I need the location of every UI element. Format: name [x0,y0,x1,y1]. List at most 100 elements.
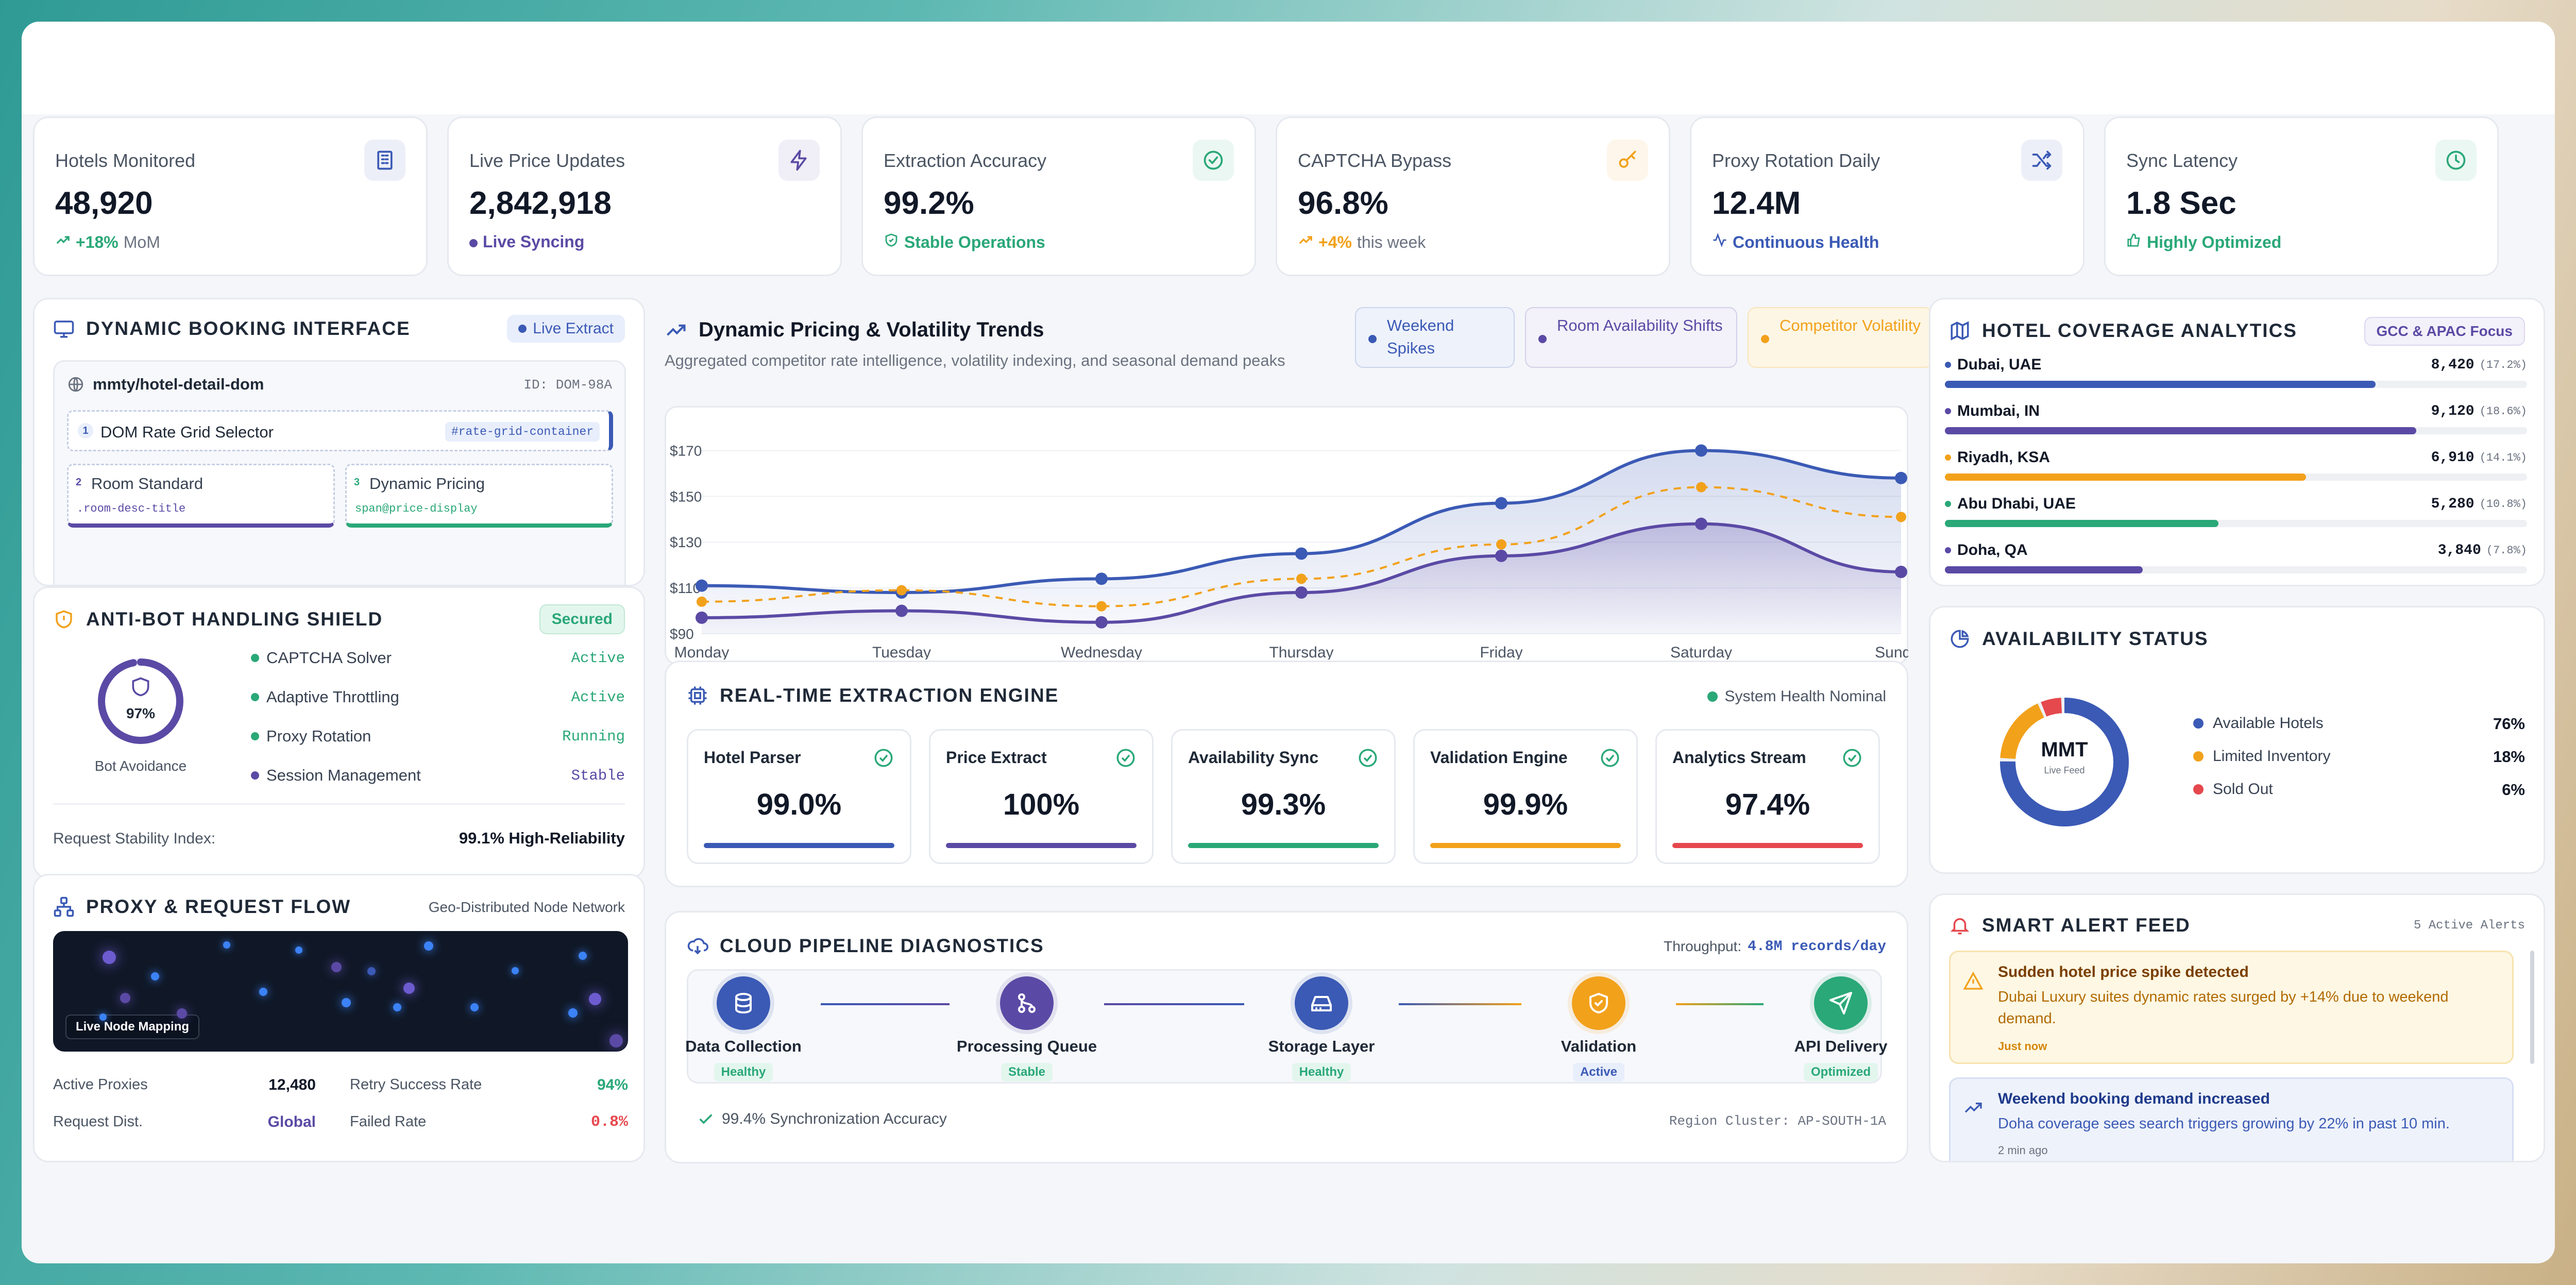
coverage-bar-fill [1945,474,2306,481]
pipeline-connector [1676,1003,1764,1005]
data-point[interactable] [1295,547,1308,560]
trending-up-icon [667,324,686,336]
data-point[interactable] [1095,616,1108,629]
pipeline-node[interactable]: Data Collection Healthy [666,976,821,1081]
data-point[interactable] [1895,566,1907,578]
trending-up-icon [55,232,71,252]
shield-item-status: Running [562,728,625,745]
node-map[interactable]: Live Node Mapping [53,931,628,1052]
data-point[interactable] [1496,539,1506,550]
room-standard-block[interactable]: 2 Room Standard .room-desc-title [67,464,335,528]
x-tick-label: Wednesday [1061,644,1142,660]
alert-body: Doha coverage sees search triggers growi… [1998,1115,2450,1132]
building-icon [364,140,405,181]
engine-tile-value: 99.0% [756,788,842,821]
data-point[interactable] [1895,471,1907,484]
availability-label: Limited Inventory [2213,748,2331,765]
check-circle-icon [1599,747,1621,769]
data-point[interactable] [696,579,708,592]
legend-item[interactable]: Room Availability Shifts [1525,307,1737,368]
coverage-row[interactable]: Mumbai, IN [1945,402,2040,420]
data-point[interactable] [896,585,907,596]
x-tick-label: Monday [674,644,730,660]
shield-icon [132,677,149,697]
pipeline-node[interactable]: Validation Active [1521,976,1676,1081]
engine-tile[interactable]: Hotel Parser 99.0% [687,729,911,864]
data-point[interactable] [1296,573,1307,584]
coverage-row[interactable]: Abu Dhabi, UAE [1945,495,2076,513]
city-count: 8,420 [2431,357,2475,373]
data-point[interactable] [1096,601,1107,612]
coverage-row[interactable]: Riyadh, KSA [1945,449,2050,466]
alert-item[interactable]: Weekend booking demand increased Doha co… [1949,1077,2514,1161]
data-point[interactable] [1695,444,1707,457]
coverage-row[interactable]: Dubai, UAE [1945,356,2041,374]
data-point[interactable] [1495,549,1507,562]
pipeline-node[interactable]: API Delivery Optimized [1764,976,1918,1081]
pipeline-node[interactable]: Processing Queue Stable [950,976,1104,1081]
shield-item-name: Proxy Rotation [266,727,371,745]
data-point[interactable] [697,596,707,607]
data-point[interactable] [895,604,908,617]
engine-tile[interactable]: Availability Sync 99.3% [1171,729,1396,864]
engine-tile[interactable]: Analytics Stream 97.4% [1655,729,1880,864]
live-dot-icon [469,232,478,251]
pipeline-connector [1104,1003,1244,1005]
coverage-row[interactable]: Doha, QA [1945,542,2028,559]
proxy-flow-card: PROXY & REQUEST FLOW Geo-Distributed Nod… [33,874,645,1162]
proxy-node [259,988,267,996]
y-tick-label: $90 [670,626,694,642]
booking-interface-card: DYNAMIC BOOKING INTERFACE Live Extract m… [33,298,645,586]
database-icon [717,976,770,1030]
check-circle-icon [1115,747,1137,769]
engine-tile-bar [704,843,894,848]
engine-tile-value: 100% [1003,788,1080,821]
dynamic-pricing-block[interactable]: 3 Dynamic Pricing span@price-display [345,464,613,528]
status-dot [251,693,259,701]
dom-rate-grid-selector[interactable]: 1 DOM Rate Grid Selector #rate-grid-cont… [67,410,613,451]
availability-donut [2000,698,2129,826]
alert-feed-card: SMART ALERT FEED 5 Active Alerts Sudden … [1929,893,2545,1162]
x-tick-label: Sunday [1875,644,1908,660]
thumbs-up-icon [2126,232,2142,252]
y-tick-label: $170 [670,443,702,459]
alert-item[interactable]: Sudden hotel price spike detected Dubai … [1949,951,2514,1064]
monitor-icon [54,320,74,338]
legend-item[interactable]: Weekend Spikes [1355,307,1515,368]
donut-slice[interactable] [2000,698,2129,826]
engine-tile[interactable]: Validation Engine 99.9% [1413,729,1638,864]
data-point[interactable] [1696,482,1706,493]
legend-dot [2193,718,2204,729]
proxy-stat-value: 94% [597,1076,628,1093]
city-pct: (7.8%) [2486,544,2527,557]
data-point[interactable] [1095,572,1108,585]
divider [53,803,625,805]
donut-center-label: MMT [2041,738,2088,761]
data-point[interactable] [1495,497,1507,510]
data-point[interactable] [1695,517,1707,530]
data-point[interactable] [1896,512,1906,522]
data-point[interactable] [1295,586,1308,599]
proxy-node [120,993,130,1003]
throughput-value: 4.8M records/day [1748,938,1886,955]
engine-tile-bar [1672,843,1863,848]
alert-time: 2 min ago [1998,1144,2048,1157]
proxy-title-text: PROXY & REQUEST FLOW [86,896,351,917]
legend-item[interactable]: Competitor Volatility [1748,307,1933,368]
scroll-track[interactable] [2530,951,2534,1064]
pipeline-node[interactable]: Storage Layer Healthy [1244,976,1399,1081]
shield-check-icon [884,232,899,252]
city-dot [1945,454,1951,461]
data-point[interactable] [696,611,708,624]
engine-tile[interactable]: Price Extract 100% [929,729,1154,864]
system-health-status: System Health Nominal [1707,688,1886,705]
proxy-stat-label: Retry Success Rate [350,1076,482,1093]
city-pct: (18.6%) [2479,405,2527,418]
engine-tile-name: Availability Sync [1188,748,1319,767]
throughput-label: Throughput: [1664,938,1742,954]
pipeline-node-label: Processing Queue [956,1037,1097,1055]
shield-item: Proxy Rotation [251,727,371,746]
pipeline-connector [821,1003,950,1005]
kpi-value: 1.8 Sec [2126,185,2236,221]
secured-badge: Secured [539,604,625,634]
